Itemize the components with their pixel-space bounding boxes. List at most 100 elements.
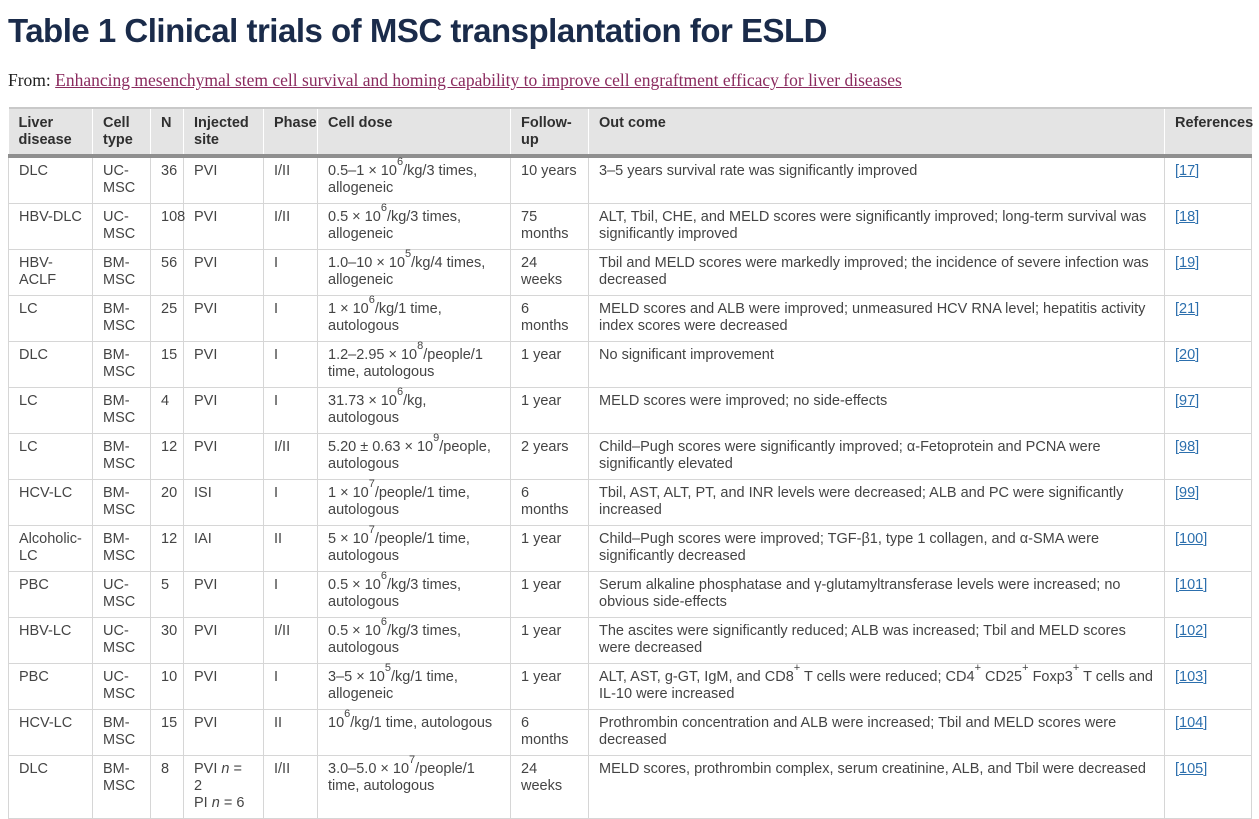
cell-liver-disease: DLC	[8, 755, 93, 819]
cell-outcome: ALT, Tbil, CHE, and MELD scores were sig…	[588, 203, 1165, 250]
reference-link[interactable]: [98]	[1175, 439, 1199, 455]
cell-cell-dose: 0.5 × 106/kg/3 times, autologous	[317, 617, 511, 664]
cell-injected-site: PVI	[183, 203, 264, 250]
cell-injected-site: IAI	[183, 525, 264, 572]
table-page: Table 1 Clinical trials of MSC transplan…	[8, 12, 1253, 819]
cell-n: 20	[150, 479, 184, 526]
cell-cell-dose: 0.5 × 106/kg/3 times, autologous	[317, 571, 511, 618]
cell-cell-type: UC-MSC	[92, 571, 151, 618]
reference-link[interactable]: [104]	[1175, 715, 1207, 731]
header-row: Liver disease Cell type N Injected site …	[8, 107, 1253, 158]
cell-liver-disease: DLC	[8, 155, 93, 204]
close-bracket: ]	[1195, 393, 1200, 409]
cell-cell-dose: 1.2–2.95 × 108/people/1 time, autologous	[317, 341, 511, 388]
reference-link[interactable]: [97]	[1175, 393, 1199, 409]
reference-number: 99	[1179, 485, 1196, 501]
cell-phase: I/II	[263, 155, 318, 204]
cell-follow-up: 1 year	[510, 617, 589, 664]
cell-outcome: Prothrombin concentration and ALB were i…	[588, 709, 1165, 756]
cell-reference: [99]	[1164, 479, 1252, 526]
cell-outcome: Tbil and MELD scores were markedly impro…	[588, 249, 1165, 296]
reference-link[interactable]: [105]	[1175, 761, 1207, 777]
reference-number: 98	[1179, 439, 1196, 455]
cell-outcome: Child–Pugh scores were significantly imp…	[588, 433, 1165, 480]
clinical-trials-table: Liver disease Cell type N Injected site …	[8, 107, 1253, 819]
cell-liver-disease: HBV-LC	[8, 617, 93, 664]
table-row: DLC UC-MSC 36 PVI I/II 0.5–1 × 106/kg/3 …	[8, 155, 1252, 204]
cell-n: 36	[150, 155, 184, 204]
cell-cell-dose: 5 × 107/people/1 time, autologous	[317, 525, 511, 572]
reference-link[interactable]: [101]	[1175, 577, 1207, 593]
table-row: PBC UC-MSC 5 PVI I 0.5 × 106/kg/3 times,…	[8, 571, 1252, 618]
article-link[interactable]: Enhancing mesenchymal stem cell survival…	[55, 70, 902, 90]
cell-reference: [100]	[1164, 525, 1252, 572]
close-bracket: ]	[1203, 623, 1208, 639]
table-row: PBC UC-MSC 10 PVI I 3–5 × 105/kg/1 time,…	[8, 663, 1252, 710]
cell-reference: [102]	[1164, 617, 1252, 664]
reference-number: 104	[1179, 715, 1204, 731]
reference-number: 19	[1179, 255, 1196, 271]
cell-outcome: ALT, AST, g-GT, IgM, and CD8+ T cells we…	[588, 663, 1165, 710]
cell-outcome: MELD scores and ALB were improved; unmea…	[588, 295, 1165, 342]
close-bracket: ]	[1203, 531, 1208, 547]
reference-link[interactable]: [103]	[1175, 669, 1207, 685]
column-header-follow-up: Follow-up	[510, 107, 589, 158]
reference-link[interactable]: [19]	[1175, 255, 1199, 271]
cell-reference: [97]	[1164, 387, 1252, 434]
cell-cell-type: BM-MSC	[92, 755, 151, 819]
cell-liver-disease: DLC	[8, 341, 93, 388]
cell-cell-dose: 1.0–10 × 105/kg/4 times, allogeneic	[317, 249, 511, 296]
close-bracket: ]	[1195, 347, 1200, 363]
cell-n: 15	[150, 341, 184, 388]
cell-liver-disease: LC	[8, 387, 93, 434]
cell-cell-type: BM-MSC	[92, 249, 151, 296]
open-bracket: [	[1175, 163, 1180, 179]
reference-link[interactable]: [21]	[1175, 301, 1199, 317]
reference-number: 17	[1179, 163, 1196, 179]
column-header-injected-site: Injected site	[183, 107, 264, 158]
reference-number: 100	[1179, 531, 1204, 547]
cell-injected-site: ISI	[183, 479, 264, 526]
cell-follow-up: 24 weeks	[510, 755, 589, 819]
cell-follow-up: 10 years	[510, 155, 589, 204]
cell-cell-type: UC-MSC	[92, 617, 151, 664]
reference-number: 101	[1179, 577, 1204, 593]
cell-cell-type: BM-MSC	[92, 341, 151, 388]
cell-cell-type: BM-MSC	[92, 525, 151, 572]
reference-number: 103	[1179, 669, 1204, 685]
cell-outcome: 3–5 years survival rate was significantl…	[588, 155, 1165, 204]
cell-phase: II	[263, 525, 318, 572]
cell-cell-type: BM-MSC	[92, 433, 151, 480]
reference-link[interactable]: [17]	[1175, 163, 1199, 179]
open-bracket: [	[1175, 485, 1180, 501]
cell-follow-up: 1 year	[510, 341, 589, 388]
cell-injected-site: PVI	[183, 341, 264, 388]
table-row: HBV-DLC UC-MSC 108 PVI I/II 0.5 × 106/kg…	[8, 203, 1252, 250]
column-header-n: N	[150, 107, 184, 158]
cell-reference: [18]	[1164, 203, 1252, 250]
cell-liver-disease: Alcoholic-LC	[8, 525, 93, 572]
open-bracket: [	[1175, 669, 1180, 685]
reference-number: 97	[1179, 393, 1196, 409]
cell-reference: [105]	[1164, 755, 1252, 819]
reference-link[interactable]: [102]	[1175, 623, 1207, 639]
reference-link[interactable]: [20]	[1175, 347, 1199, 363]
from-line: From: Enhancing mesenchymal stem cell su…	[8, 70, 1251, 91]
table-row: Alcoholic-LC BM-MSC 12 IAI II 5 × 107/pe…	[8, 525, 1252, 572]
reference-link[interactable]: [100]	[1175, 531, 1207, 547]
cell-n: 12	[150, 433, 184, 480]
cell-outcome: MELD scores were improved; no side-effec…	[588, 387, 1165, 434]
cell-outcome: The ascites were significantly reduced; …	[588, 617, 1165, 664]
reference-link[interactable]: [18]	[1175, 209, 1199, 225]
column-header-cell-type: Cell type	[92, 107, 151, 158]
cell-follow-up: 1 year	[510, 663, 589, 710]
close-bracket: ]	[1195, 209, 1200, 225]
cell-injected-site: PVI	[183, 663, 264, 710]
reference-link[interactable]: [99]	[1175, 485, 1199, 501]
cell-liver-disease: LC	[8, 433, 93, 480]
cell-n: 10	[150, 663, 184, 710]
table-header: Liver disease Cell type N Injected site …	[8, 107, 1253, 158]
cell-phase: I/II	[263, 617, 318, 664]
open-bracket: [	[1175, 761, 1180, 777]
cell-cell-dose: 0.5–1 × 106/kg/3 times, allogeneic	[317, 155, 511, 204]
